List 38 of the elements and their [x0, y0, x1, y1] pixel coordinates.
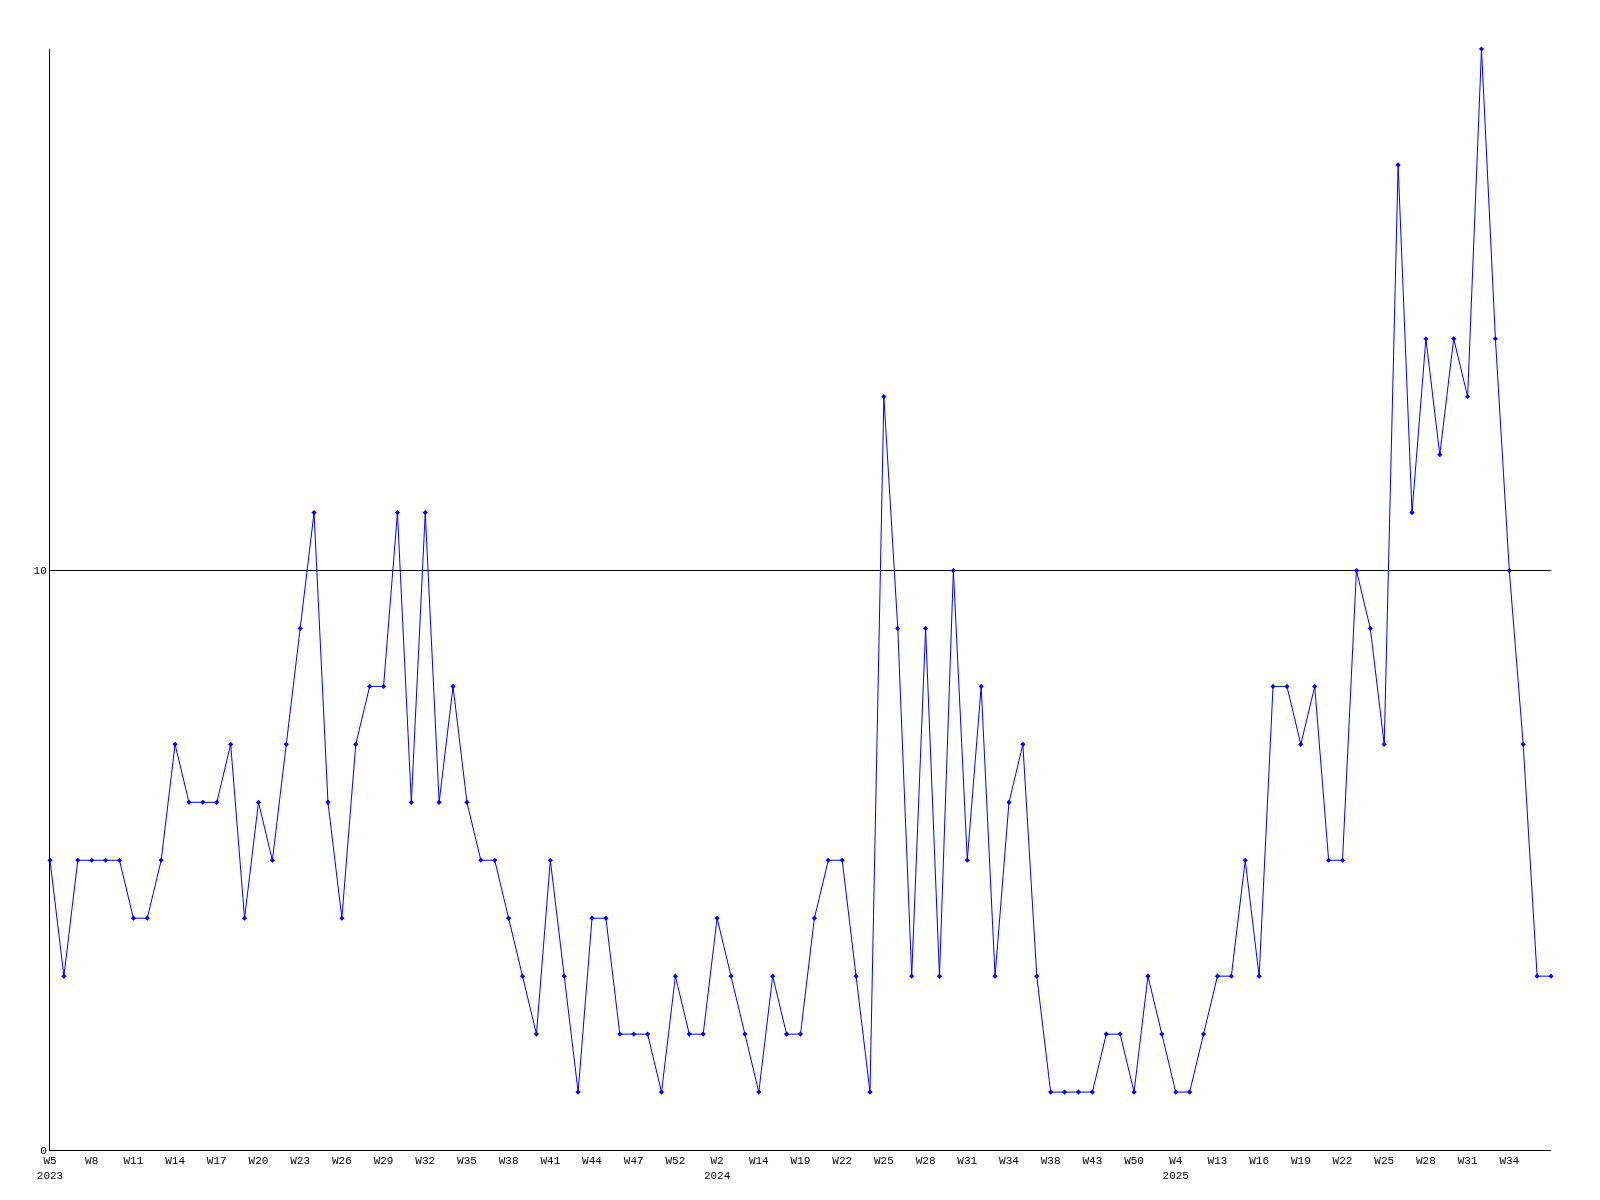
x-tick-label: W47: [623, 1155, 644, 1168]
x-tick-label: W34: [999, 1155, 1020, 1168]
x-tick-label: W29: [373, 1155, 394, 1168]
x-tick-label: W43: [1082, 1155, 1103, 1168]
x-tick-label: W2 2024: [703, 1155, 731, 1182]
x-tick-label: W16: [1249, 1155, 1270, 1168]
x-tick-label: W41: [540, 1155, 561, 1168]
x-tick-label: W50: [1124, 1155, 1144, 1168]
x-tick-label: W35: [457, 1155, 477, 1168]
x-tick-label: W25: [873, 1155, 894, 1168]
x-tick-label: W11: [123, 1155, 144, 1168]
x-tick-label: W28: [1416, 1155, 1436, 1168]
x-tick-label: W34: [1499, 1155, 1520, 1168]
x-tick-label: W31: [957, 1155, 978, 1168]
x-tick-label: W22: [832, 1155, 853, 1168]
x-tick-label: W32: [415, 1155, 436, 1168]
y-tick-label: 0: [40, 1144, 47, 1157]
x-tick-label: W4 2025: [1162, 1155, 1189, 1182]
x-tick-label: W38: [1040, 1155, 1061, 1168]
x-tick-label: W22: [1332, 1155, 1353, 1168]
x-tick-label: W52: [665, 1155, 686, 1168]
x-tick-label: W44: [582, 1155, 603, 1168]
x-tick-label: W23: [290, 1155, 311, 1168]
x-tick-label: W14: [748, 1155, 770, 1168]
x-tick-label: W8: [85, 1155, 99, 1168]
x-tick-label: W31: [1457, 1155, 1478, 1168]
y-tick-label: 10: [33, 565, 47, 578]
x-tick-label: W28: [915, 1155, 936, 1168]
x-tick-label: W5 2023: [36, 1155, 64, 1182]
x-tick-label: W20: [248, 1155, 269, 1168]
x-tick-label: W17: [206, 1155, 227, 1168]
x-tick-label: W14: [165, 1155, 186, 1168]
x-tick-label: W25: [1374, 1155, 1395, 1168]
x-tick-label: W13: [1207, 1155, 1228, 1168]
x-tick-label: W26: [331, 1155, 352, 1168]
x-tick-label: W19: [1290, 1155, 1311, 1168]
x-tick-label: W19: [790, 1155, 811, 1168]
x-tick-label: W38: [498, 1155, 519, 1168]
